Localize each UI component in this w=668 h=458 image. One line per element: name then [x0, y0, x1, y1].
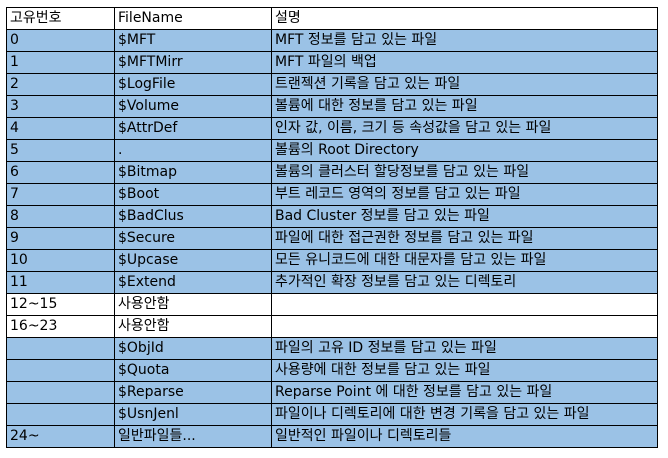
cell-filename: $Bitmap — [114, 161, 272, 184]
header-description: 설명 — [271, 7, 658, 30]
cell-description: 파일의 고유 ID 정보를 담고 있는 파일 — [271, 337, 658, 360]
table-row: $Quota 사용량에 대한 정보를 담고 있는 파일 — [6, 359, 658, 382]
table-row: $UsnJenl 파일이나 디렉토리에 대한 변경 기록을 담고 있는 파일 — [6, 403, 658, 426]
cell-description: 일반적인 파일이나 디렉토리들 — [271, 425, 658, 448]
cell-description: Reparse Point 에 대한 정보를 담고 있는 파일 — [271, 381, 658, 404]
cell-filename: $LogFile — [114, 73, 272, 96]
cell-id: 9 — [6, 227, 115, 250]
table-row: 3 $Volume 볼륨에 대한 정보를 담고 있는 파일 — [6, 95, 658, 118]
cell-description: 인자 값, 이름, 크기 등 속성값을 담고 있는 파일 — [271, 117, 658, 140]
table-row: 5 . 볼륨의 Root Directory — [6, 139, 658, 162]
cell-description: MFT 파일의 백업 — [271, 51, 658, 74]
cell-id: 3 — [6, 95, 115, 118]
table-row: $Reparse Reparse Point 에 대한 정보를 담고 있는 파일 — [6, 381, 658, 404]
cell-filename: $Extend — [114, 271, 272, 294]
cell-description — [271, 315, 658, 338]
cell-id: 8 — [6, 205, 115, 228]
cell-id: 10 — [6, 249, 115, 272]
cell-description: MFT 정보를 담고 있는 파일 — [271, 29, 658, 52]
cell-filename: $Quota — [114, 359, 272, 382]
cell-filename: $Volume — [114, 95, 272, 118]
cell-filename: 사용안함 — [114, 315, 272, 338]
cell-filename: $UsnJenl — [114, 403, 272, 426]
cell-id: 5 — [6, 139, 115, 162]
cell-filename: $Secure — [114, 227, 272, 250]
table-row: 6 $Bitmap 볼륨의 클러스터 할당정보를 담고 있는 파일 — [6, 161, 658, 184]
table-row: 9 $Secure 파일에 대한 접근권한 정보를 담고 있는 파일 — [6, 227, 658, 250]
cell-filename: $MFT — [114, 29, 272, 52]
cell-filename: $AttrDef — [114, 117, 272, 140]
cell-id: 24~ — [6, 425, 115, 448]
table-row: 0 $MFT MFT 정보를 담고 있는 파일 — [6, 29, 658, 52]
table-row: 11 $Extend 추가적인 확장 정보를 담고 있는 디렉토리 — [6, 271, 658, 294]
cell-id: 2 — [6, 73, 115, 96]
header-id: 고유번호 — [6, 7, 115, 30]
cell-description: 부트 레코드 영역의 정보를 담고 있는 파일 — [271, 183, 658, 206]
cell-description: 트랜젝션 기록을 담고 있는 파일 — [271, 73, 658, 96]
cell-id: 11 — [6, 271, 115, 294]
cell-description: 사용량에 대한 정보를 담고 있는 파일 — [271, 359, 658, 382]
cell-id: 16~23 — [6, 315, 115, 338]
cell-filename: $ObjId — [114, 337, 272, 360]
cell-filename: 사용안함 — [114, 293, 272, 316]
cell-id: 12~15 — [6, 293, 115, 316]
table-row: 10 $Upcase 모든 유니코드에 대한 대문자를 담고 있는 파일 — [6, 249, 658, 272]
table-row: 16~23 사용안함 — [6, 315, 658, 338]
cell-description: 파일에 대한 접근권한 정보를 담고 있는 파일 — [271, 227, 658, 250]
cell-filename: 일반파일들... — [114, 425, 272, 448]
cell-id: 0 — [6, 29, 115, 52]
cell-description: 파일이나 디렉토리에 대한 변경 기록을 담고 있는 파일 — [271, 403, 658, 426]
cell-id — [6, 381, 115, 404]
cell-filename: . — [114, 139, 272, 162]
table-row: 24~ 일반파일들... 일반적인 파일이나 디렉토리들 — [6, 425, 658, 448]
cell-filename: $Upcase — [114, 249, 272, 272]
cell-description: 볼륨의 클러스터 할당정보를 담고 있는 파일 — [271, 161, 658, 184]
table-row: 8 $BadClus Bad Cluster 정보를 담고 있는 파일 — [6, 205, 658, 228]
cell-description: 추가적인 확장 정보를 담고 있는 디렉토리 — [271, 271, 658, 294]
cell-id: 7 — [6, 183, 115, 206]
cell-id: 1 — [6, 51, 115, 74]
cell-id — [6, 403, 115, 426]
mft-system-files-table-wrapper: 고유번호 FileName 설명 0 $MFT MFT 정보를 담고 있는 파일… — [6, 7, 658, 448]
cell-description — [271, 293, 658, 316]
table-header-row: 고유번호 FileName 설명 — [6, 7, 658, 30]
cell-filename: $Boot — [114, 183, 272, 206]
cell-description: Bad Cluster 정보를 담고 있는 파일 — [271, 205, 658, 228]
table-row: 1 $MFTMirr MFT 파일의 백업 — [6, 51, 658, 74]
mft-system-files-table: 고유번호 FileName 설명 0 $MFT MFT 정보를 담고 있는 파일… — [6, 7, 658, 448]
table-row: 2 $LogFile 트랜젝션 기록을 담고 있는 파일 — [6, 73, 658, 96]
table-row: 4 $AttrDef 인자 값, 이름, 크기 등 속성값을 담고 있는 파일 — [6, 117, 658, 140]
table-row: 7 $Boot 부트 레코드 영역의 정보를 담고 있는 파일 — [6, 183, 658, 206]
cell-filename: $BadClus — [114, 205, 272, 228]
table-row: $ObjId 파일의 고유 ID 정보를 담고 있는 파일 — [6, 337, 658, 360]
cell-id — [6, 337, 115, 360]
cell-description: 볼륨에 대한 정보를 담고 있는 파일 — [271, 95, 658, 118]
cell-id: 4 — [6, 117, 115, 140]
table-row: 12~15 사용안함 — [6, 293, 658, 316]
header-filename: FileName — [114, 7, 272, 30]
cell-description: 모든 유니코드에 대한 대문자를 담고 있는 파일 — [271, 249, 658, 272]
cell-filename: $Reparse — [114, 381, 272, 404]
cell-description: 볼륨의 Root Directory — [271, 139, 658, 162]
cell-id: 6 — [6, 161, 115, 184]
cell-id — [6, 359, 115, 382]
cell-filename: $MFTMirr — [114, 51, 272, 74]
